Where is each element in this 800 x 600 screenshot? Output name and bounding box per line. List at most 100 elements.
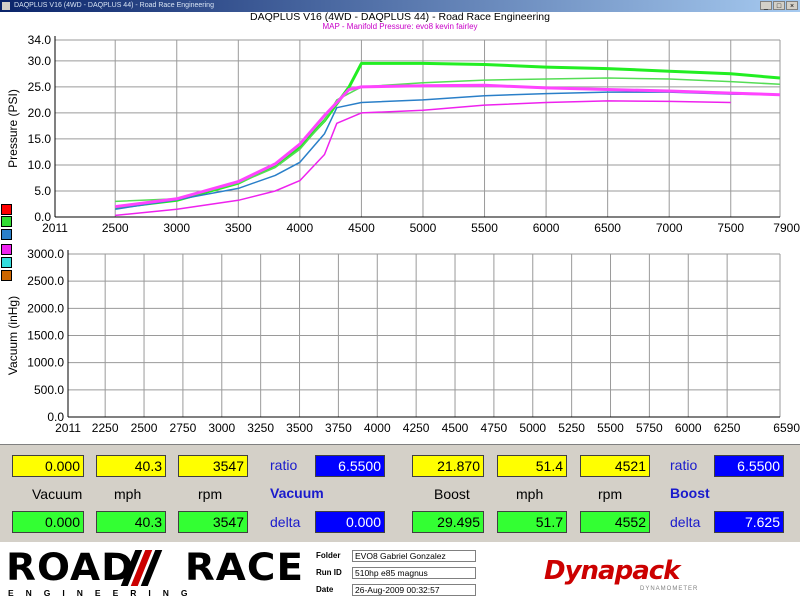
y-tick-label: 1500.0 bbox=[27, 329, 64, 343]
y-tick-label: 500.0 bbox=[34, 383, 64, 397]
vacuum-mph-field-2: 40.3 bbox=[96, 511, 166, 533]
y-tick-label: 3000.0 bbox=[27, 247, 64, 261]
y-tick-label: 25.0 bbox=[28, 80, 52, 94]
x-tick-label: 4500 bbox=[442, 421, 469, 435]
series-line-3 bbox=[115, 100, 731, 217]
runid-label: Run ID bbox=[316, 568, 342, 577]
x-tick-label: 4000 bbox=[287, 221, 314, 235]
x-tick-label: 3500 bbox=[225, 221, 252, 235]
runid-field: 510hp e85 magnus bbox=[352, 567, 476, 579]
logo-race: RACE bbox=[184, 546, 305, 589]
boost-rpm-field: 4521 bbox=[580, 455, 650, 477]
boost-ratio-label: ratio bbox=[670, 457, 698, 473]
legend-swatch-cyan[interactable] bbox=[1, 257, 12, 268]
y-axis-label-1: Vacuum (inHg) bbox=[6, 296, 20, 375]
y-tick-label: 15.0 bbox=[28, 132, 52, 146]
vacuum-mph-label: mph bbox=[114, 486, 142, 502]
folder-label: Folder bbox=[316, 551, 341, 560]
app-icon bbox=[2, 2, 10, 10]
y-tick-label: 2500.0 bbox=[27, 274, 64, 288]
boost-mph-field-2: 51.7 bbox=[497, 511, 567, 533]
dynapack-tagline: DYNAMOMETER bbox=[640, 586, 699, 592]
x-tick-label: 5750 bbox=[636, 421, 663, 435]
vacuum-section-title: Vacuum bbox=[270, 485, 324, 501]
vacuum-ratio-label: ratio bbox=[270, 457, 298, 473]
x-tick-label: 6250 bbox=[714, 421, 741, 435]
boost-value-field: 21.870 bbox=[412, 455, 484, 477]
vacuum-rpm-field-2: 3547 bbox=[178, 511, 248, 533]
date-label: Date bbox=[316, 585, 334, 594]
road-race-logo: ROAD RACE bbox=[6, 548, 304, 588]
vacuum-ratio-field: 6.5500 bbox=[315, 455, 385, 477]
y-tick-label: 5.0 bbox=[34, 184, 51, 198]
x-tick-label: 2011 bbox=[55, 421, 81, 435]
x-tick-label: 6500 bbox=[594, 221, 621, 235]
y-tick-label: 0.0 bbox=[47, 410, 64, 424]
x-tick-label: 7900 bbox=[773, 221, 800, 235]
vacuum-rpm-field: 3547 bbox=[178, 455, 248, 477]
boost-rpm-label: rpm bbox=[598, 486, 623, 502]
x-tick-label: 6000 bbox=[675, 421, 702, 435]
x-tick-label: 5250 bbox=[558, 421, 585, 435]
legend-swatch-brown[interactable] bbox=[1, 270, 12, 281]
legend-swatch-green[interactable] bbox=[1, 216, 12, 227]
y-tick-label: 2000.0 bbox=[27, 301, 64, 315]
page-title: DAQPLUS V16 (4WD - DAQPLUS 44) - Road Ra… bbox=[250, 11, 550, 23]
boost-delta-label: delta bbox=[670, 514, 701, 530]
vacuum-delta-label: delta bbox=[270, 514, 301, 530]
x-tick-label: 6000 bbox=[533, 221, 560, 235]
y-axis-label-0: Pressure (PSI) bbox=[6, 89, 20, 168]
vacuum-value-field: 0.000 bbox=[12, 455, 84, 477]
logo-road: ROAD bbox=[6, 546, 135, 589]
x-tick-label: 3250 bbox=[247, 421, 274, 435]
x-tick-label: 7000 bbox=[656, 221, 683, 235]
dyno-charts: 2011 2500 3000 3500 4000 4500 5000 5500 6000 6500… bbox=[6, 33, 800, 435]
boost-delta-field: 7.625 bbox=[714, 511, 784, 533]
x-tick-label: 2500 bbox=[131, 421, 158, 435]
legend-swatch-red[interactable] bbox=[1, 204, 12, 215]
boost-mph-label: mph bbox=[516, 486, 544, 502]
maximize-button[interactable]: □ bbox=[773, 1, 785, 10]
x-tick-label: 3750 bbox=[325, 421, 352, 435]
y-tick-label: 34.0 bbox=[28, 33, 52, 47]
window-titlebar: DAQPLUS V16 (4WD - DAQPLUS 44) - Road Ra… bbox=[0, 0, 800, 12]
x-tick-label: 2011 bbox=[42, 221, 68, 235]
boost-section-title: Boost bbox=[670, 485, 710, 501]
series-line-2 bbox=[115, 91, 781, 210]
x-tick-label: 5500 bbox=[597, 421, 624, 435]
window-title: DAQPLUS V16 (4WD - DAQPLUS 44) - Road Ra… bbox=[14, 2, 214, 9]
y-tick-label: 30.0 bbox=[28, 54, 52, 68]
x-tick-label: 6590 bbox=[773, 421, 800, 435]
date-field: 26-Aug-2009 00:32:57 bbox=[352, 584, 476, 596]
plot-area-0 bbox=[55, 40, 780, 217]
y-tick-label: 10.0 bbox=[28, 158, 52, 172]
boost-rpm-field-2: 4552 bbox=[580, 511, 650, 533]
legend-swatch-blue[interactable] bbox=[1, 229, 12, 240]
x-tick-label: 4000 bbox=[364, 421, 391, 435]
y-tick-label: 0.0 bbox=[34, 210, 51, 224]
boost-mph-field: 51.4 bbox=[497, 455, 567, 477]
legend-swatch-magenta[interactable] bbox=[1, 244, 12, 255]
x-tick-label: 3000 bbox=[208, 421, 235, 435]
minimize-button[interactable]: _ bbox=[760, 1, 772, 10]
boost-ratio-field: 6.5500 bbox=[714, 455, 784, 477]
page-subtitle: MAP - Manifold Pressure: evo8 kevin fair… bbox=[322, 22, 478, 31]
x-tick-label: 2500 bbox=[102, 221, 129, 235]
y-tick-label: 1000.0 bbox=[27, 356, 64, 370]
vacuum-value-field-2: 0.000 bbox=[12, 511, 84, 533]
x-tick-label: 4500 bbox=[348, 221, 375, 235]
x-tick-label: 5000 bbox=[519, 421, 546, 435]
dynapack-logo: Dynapack bbox=[544, 556, 680, 586]
logo-engineering: ENGINEERING bbox=[8, 588, 200, 598]
boost-column-label: Boost bbox=[434, 486, 470, 502]
vacuum-column-label: Vacuum bbox=[32, 486, 83, 502]
folder-field: EVO8 Gabriel Gonzalez bbox=[352, 550, 476, 562]
x-tick-label: 5500 bbox=[471, 221, 498, 235]
close-button[interactable]: × bbox=[786, 1, 798, 10]
x-tick-label: 4250 bbox=[403, 421, 430, 435]
x-tick-label: 5000 bbox=[410, 221, 437, 235]
x-tick-label: 4750 bbox=[481, 421, 508, 435]
vacuum-delta-field: 0.000 bbox=[315, 511, 385, 533]
x-tick-label: 2250 bbox=[92, 421, 119, 435]
vacuum-rpm-label: rpm bbox=[198, 486, 223, 502]
